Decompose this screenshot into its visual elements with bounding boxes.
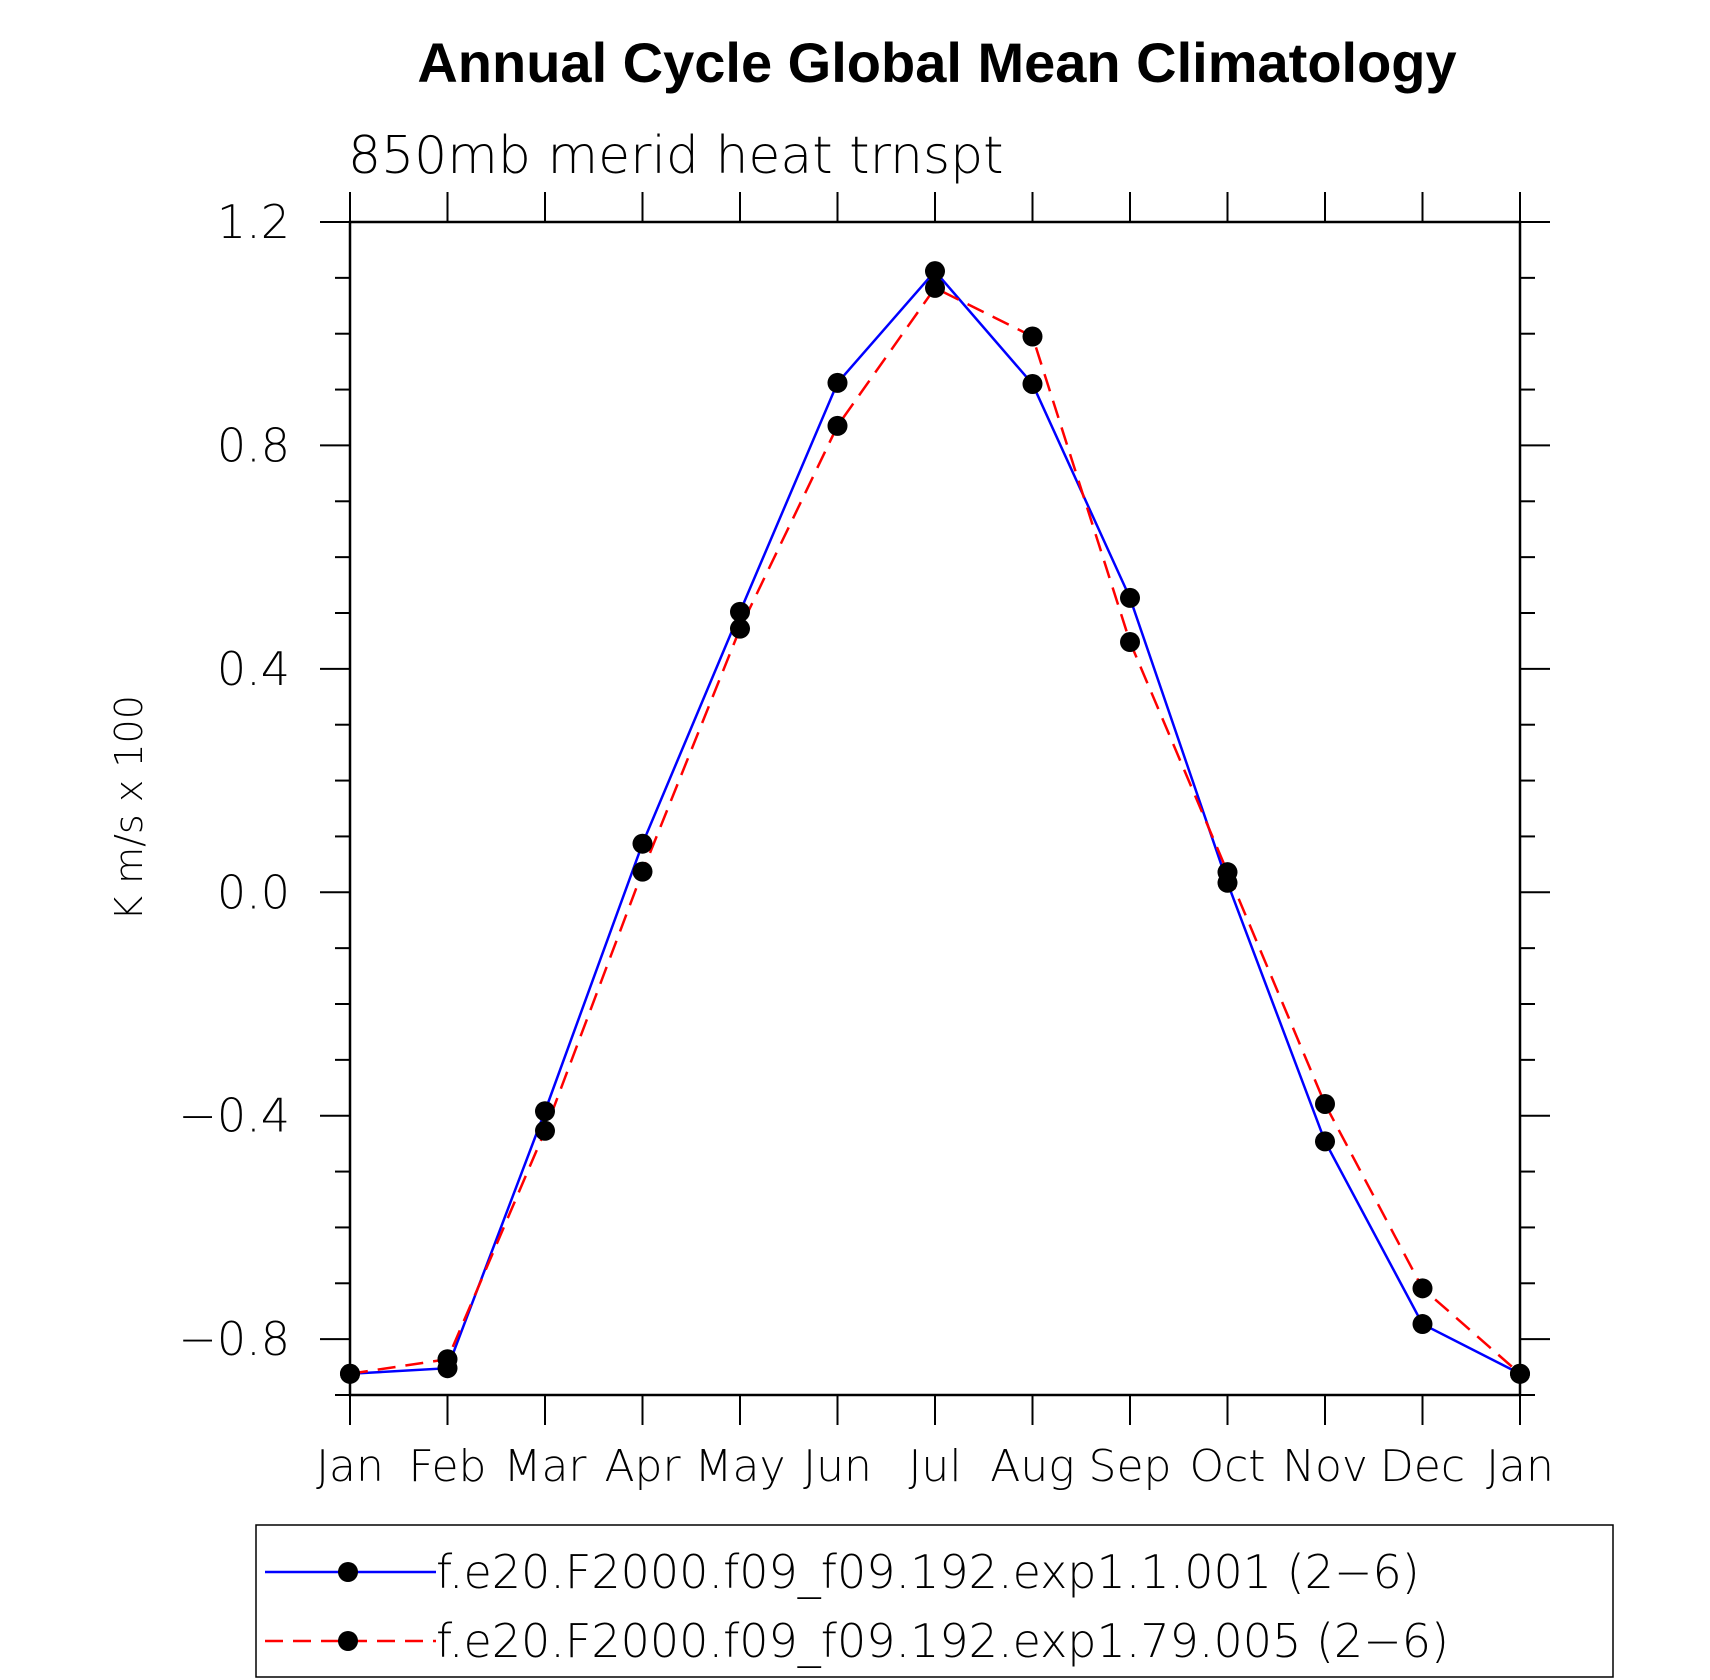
x-tick-label: Jan	[1486, 1441, 1554, 1492]
data-point-series-2	[730, 618, 750, 639]
series-lines	[349, 269, 1521, 1376]
y-tick-label: 0.8	[217, 418, 290, 472]
data-point-series-2	[1120, 632, 1140, 653]
x-tick-label: Nov	[1282, 1441, 1368, 1492]
y-tick-label: −0.8	[178, 1312, 290, 1366]
x-tick-label: Apr	[604, 1441, 681, 1492]
plot-frame	[348, 220, 1522, 1397]
legend-box	[255, 1524, 1614, 1678]
x-tick-label: May	[695, 1441, 786, 1492]
plot-border	[348, 220, 1522, 1397]
x-tick-label: Jun	[803, 1441, 872, 1492]
y-tick-label: −0.4	[178, 1089, 290, 1143]
data-point-series-2	[925, 277, 945, 298]
data-point-series-1	[632, 833, 653, 854]
x-tick-label: Feb	[409, 1441, 487, 1492]
data-point-series-2	[1412, 1278, 1433, 1299]
x-axis-ticks: Jan Feb Mar Apr May Jun Jul Aug Sep Oct Nov Dec Jan	[316, 192, 1554, 1492]
legend: f.e20.F2000.f09_f09.192.exp1.1.001 (2−6)…	[255, 1524, 1614, 1678]
data-point-series-2	[827, 415, 848, 436]
y-tick-label: 0.4	[217, 642, 290, 696]
series-line-1	[349, 269, 1521, 1376]
data-point-series-2	[1510, 1363, 1530, 1384]
x-tick-label: Jul	[908, 1441, 961, 1492]
chart-title: Annual Cycle Global Mean Climatology	[417, 31, 1456, 94]
data-point-series-1	[1120, 587, 1140, 608]
data-point-series-1	[925, 261, 945, 282]
x-tick-label: Aug	[990, 1441, 1074, 1492]
data-point-series-2	[1315, 1093, 1335, 1114]
legend-label-series-2: f.e20.F2000.f09_f09.192.exp1.79.005 (2−6…	[436, 1614, 1449, 1668]
data-point-series-2	[1022, 326, 1043, 347]
chart-subtitle: 850mb merid heat trnspt	[348, 126, 1003, 186]
data-point-series-2	[1217, 862, 1238, 883]
data-point-series-1	[730, 601, 750, 622]
legend-label-series-1: f.e20.F2000.f09_f09.192.exp1.1.001 (2−6)	[436, 1545, 1420, 1599]
data-point-series-2	[535, 1120, 555, 1141]
data-point-series-1	[1412, 1314, 1433, 1335]
y-tick-label: 0.0	[217, 865, 290, 919]
x-tick-label: Jan	[316, 1441, 384, 1492]
data-point-series-2	[632, 861, 653, 882]
y-tick-label: 1.2	[217, 195, 290, 249]
data-point-series-1	[535, 1101, 555, 1122]
series-line-2	[349, 286, 1521, 1376]
legend-swatch-marker-series-1	[338, 1562, 358, 1582]
y-axis-ticks: −0.8 −0.4 0.0 0.4 0.8 1.2	[178, 195, 1550, 1396]
series-markers	[340, 261, 1530, 1384]
data-point-series-1	[827, 372, 848, 393]
data-point-series-1	[1022, 373, 1043, 394]
x-tick-label: Oct	[1189, 1441, 1265, 1492]
data-point-series-2	[340, 1363, 360, 1384]
data-point-series-1	[1315, 1131, 1335, 1152]
x-tick-label: Mar	[503, 1441, 587, 1492]
x-tick-label: Sep	[1089, 1441, 1172, 1492]
y-axis-label: K m/s x 100	[107, 695, 151, 921]
data-point-series-2	[437, 1349, 458, 1370]
x-tick-label: Dec	[1380, 1441, 1465, 1492]
legend-swatch-marker-series-2	[338, 1631, 358, 1651]
